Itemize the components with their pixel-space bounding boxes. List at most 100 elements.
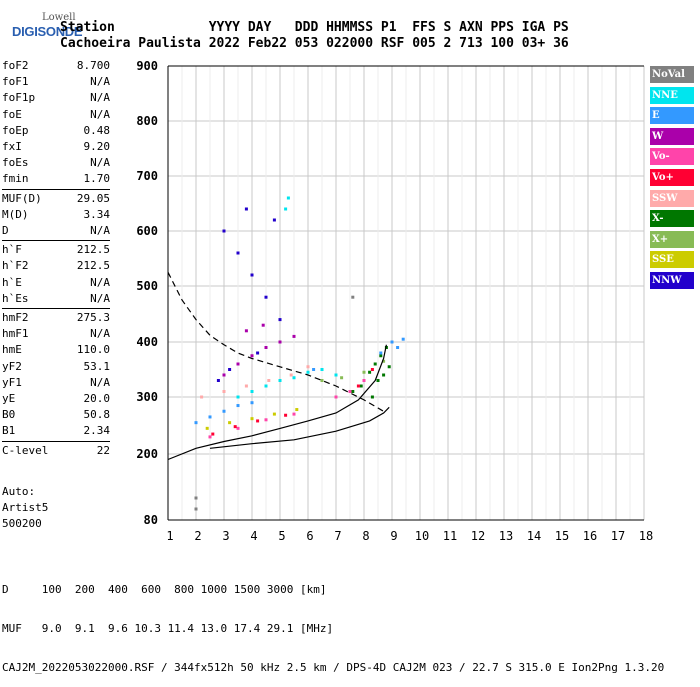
x-tick-label: 12	[471, 529, 485, 543]
param-value: 50.8	[83, 408, 111, 422]
param-separator	[2, 308, 110, 309]
data-point-nne	[286, 196, 290, 200]
data-point-vo-	[334, 395, 338, 399]
param-label: B1	[2, 424, 16, 438]
data-point-vo-	[348, 390, 352, 393]
data-point-x-	[382, 373, 386, 377]
legend-item: X-	[650, 210, 694, 228]
data-point-sse	[272, 412, 276, 416]
data-point-e	[396, 346, 400, 349]
param-row: D N/A	[2, 223, 110, 239]
data-point-e	[250, 401, 254, 405]
data-point-w	[261, 323, 265, 327]
data-point-e	[401, 337, 405, 341]
y-tick-label: 300	[136, 390, 158, 404]
param-label: C-level	[2, 443, 49, 457]
data-point-w	[264, 346, 268, 349]
param-value: N/A	[90, 107, 110, 121]
data-point-e	[379, 351, 383, 355]
param-label: h`Es	[2, 291, 29, 305]
legend: NoVal NNE E W Vo- Vo+ SSW X- X+ SSE NNW	[650, 66, 694, 293]
param-row: h`F2 212.5	[2, 258, 110, 274]
data-point-nne	[236, 395, 240, 399]
param-value: 53.1	[83, 359, 111, 373]
param-row: fmin 1.70	[2, 171, 110, 187]
data-point-vo-	[284, 413, 288, 417]
data-point-e	[222, 409, 226, 413]
param-row: hmF1 N/A	[2, 326, 110, 342]
data-point-nne	[306, 370, 310, 374]
param-label: foEp	[2, 123, 29, 137]
param-value: N/A	[90, 327, 110, 341]
data-point-ssw	[289, 373, 293, 377]
data-point-vo-	[292, 412, 296, 416]
param-value: N/A	[90, 75, 110, 89]
param-label: foF2	[2, 59, 29, 72]
data-point-vo-	[356, 384, 360, 388]
param-value: N/A	[90, 375, 110, 389]
autoscaling-info: Auto: Artist5 500200	[2, 484, 48, 532]
y-tick-label: 500	[136, 279, 158, 293]
data-point-nnw	[228, 368, 232, 371]
param-row: h`Es N/A	[2, 291, 110, 307]
legend-item: NoVal	[650, 66, 694, 83]
param-row: yF1 N/A	[2, 375, 110, 391]
x-tick-label: 15	[555, 529, 569, 543]
legend-item: Vo-	[650, 148, 694, 166]
legend-item: SSE	[650, 251, 694, 269]
header-line-1: Station YYYY DAY DDD HHMMSS P1 FFS S AXN…	[60, 20, 569, 35]
param-label: hmF2	[2, 311, 29, 324]
param-value: 8.700	[76, 59, 110, 72]
param-row: foEs N/A	[2, 155, 110, 171]
param-row: foF1 N/A	[2, 74, 110, 90]
data-point-ssw	[244, 384, 248, 388]
param-label: h`F	[2, 243, 22, 257]
param-value: 275.3	[76, 311, 110, 324]
legend-item: Vo+	[650, 168, 694, 186]
param-value: 110.0	[76, 343, 110, 357]
param-label: foF1p	[2, 91, 36, 105]
param-row: h`E N/A	[2, 275, 110, 291]
param-row: foF1p N/A	[2, 90, 110, 106]
x-tick-label: 10	[415, 529, 429, 543]
param-row: foEp 0.48	[2, 123, 110, 139]
data-point-sse	[295, 408, 299, 412]
data-point-e	[194, 421, 198, 425]
data-point-vo-	[208, 435, 212, 439]
x-tick-label: 8	[362, 529, 369, 543]
param-separator	[2, 440, 110, 442]
param-label: hmE	[2, 343, 22, 357]
y-tick-label: 700	[136, 169, 158, 183]
x-tick-label: 7	[334, 529, 341, 543]
param-value: 20.0	[83, 392, 111, 405]
data-point-vo-	[362, 379, 366, 382]
data-point-e	[208, 415, 212, 419]
data-point-e	[312, 368, 316, 371]
x-tick-label: 4	[250, 529, 257, 543]
data-point-nne	[250, 390, 254, 393]
param-row: B1 2.34	[2, 423, 110, 439]
param-label: MUF(D)	[2, 191, 42, 205]
param-value: 2.34	[83, 424, 111, 438]
param-label: foE	[2, 107, 22, 121]
y-tick-label: 600	[136, 224, 158, 238]
param-value: 0.48	[83, 123, 111, 137]
param-row: hmE 110.0	[2, 342, 110, 358]
data-point-vo-	[233, 425, 237, 429]
x-tick-label: 5	[278, 529, 285, 543]
param-row: yF2 53.1	[2, 359, 110, 375]
data-point-sse	[205, 426, 209, 430]
ionogram-chart: 1 2 3 4 5 6 7 8 9 10 11 12 13 14 15 16 17 188020030040050…	[136, 59, 653, 543]
footer-muf-row: MUF 9.0 9.1 9.6 10.3 11.4 13.0 17.4 29.1…	[2, 622, 334, 635]
data-point-w	[292, 334, 296, 338]
param-value: 9.20	[83, 140, 111, 153]
param-label: M(D)	[2, 207, 29, 221]
data-point-vo-	[236, 426, 240, 430]
x-tick-label: 16	[583, 529, 597, 543]
param-label: foF1	[2, 75, 29, 89]
data-point-x-	[340, 376, 344, 380]
data-point-ssw	[200, 395, 204, 399]
x-tick-label: 6	[306, 529, 313, 543]
digisonde-logo: Lowell DIGISONDE	[4, 10, 83, 40]
param-value: N/A	[90, 275, 110, 289]
